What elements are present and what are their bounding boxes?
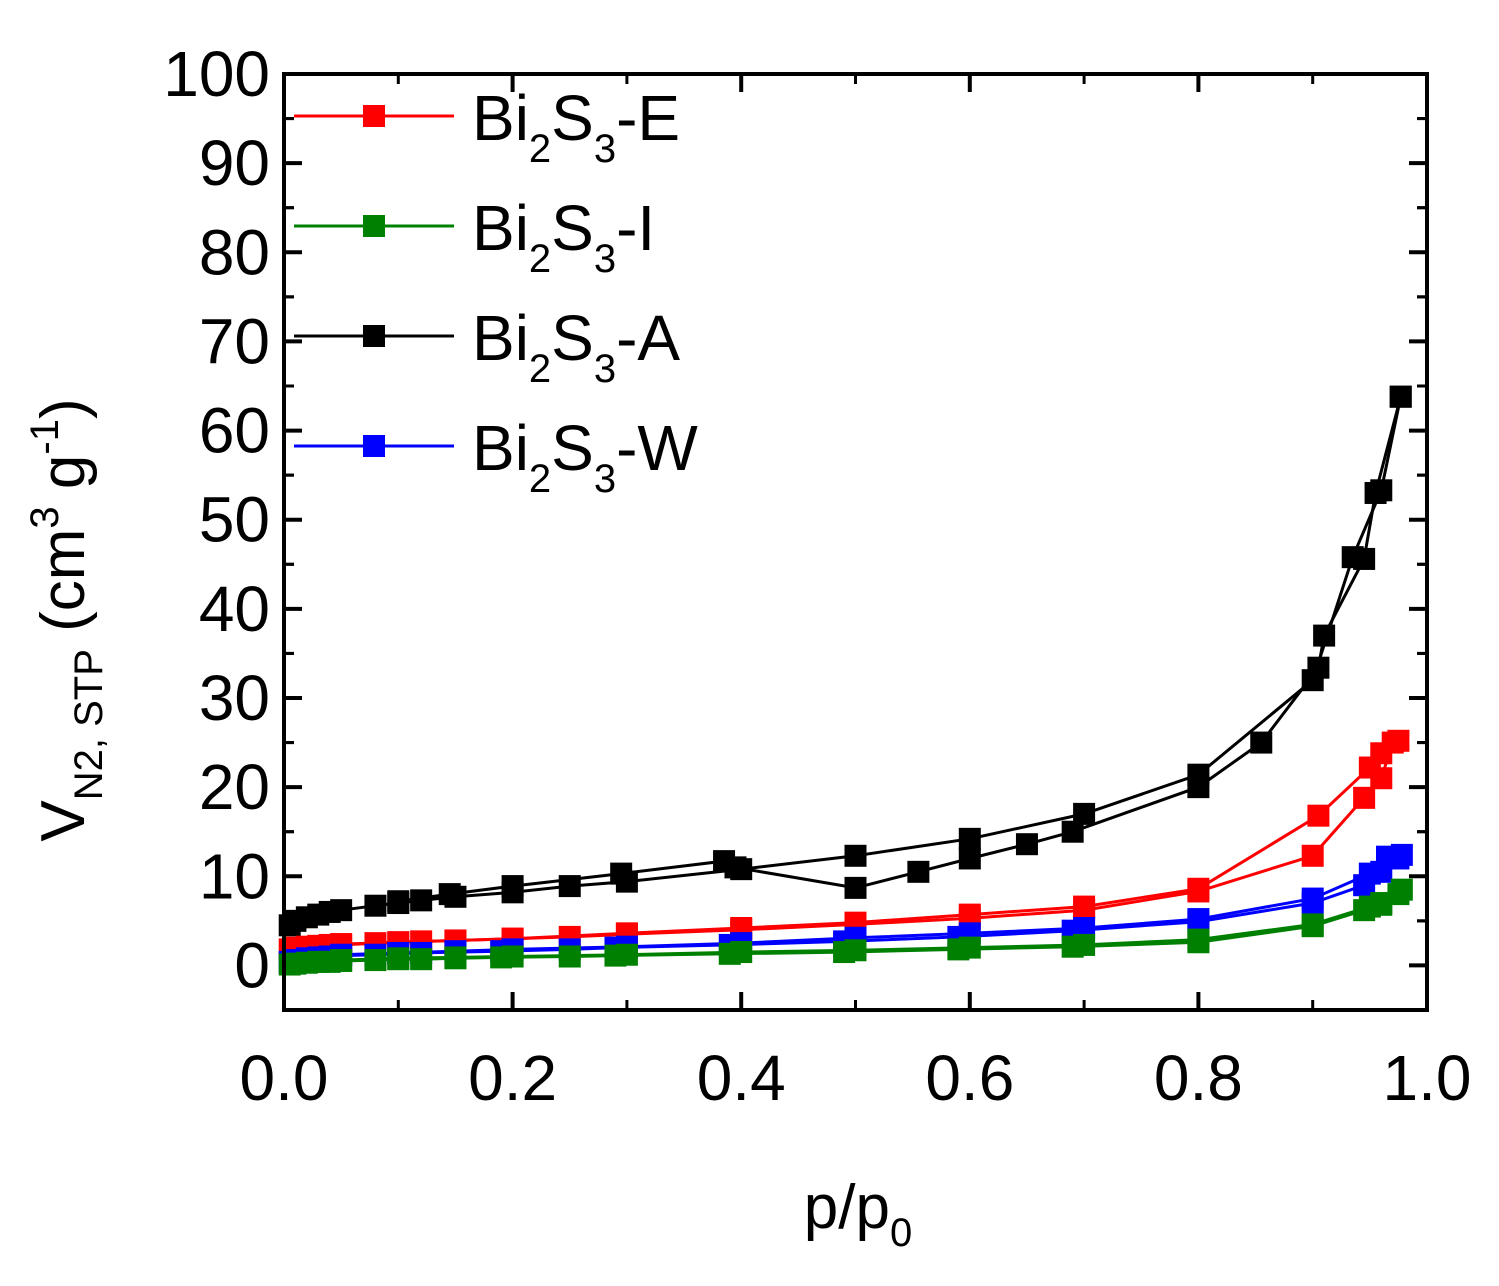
data-point <box>958 936 981 959</box>
y-tick-label: 60 <box>199 395 270 467</box>
x-tick-label: 1.0 <box>1383 1042 1472 1114</box>
data-point <box>1307 804 1330 827</box>
data-point <box>330 949 353 972</box>
data-point <box>1061 820 1084 843</box>
legend-label: Bi2S3-E <box>472 82 680 171</box>
legend-marker <box>363 435 385 457</box>
legend-marker <box>363 105 385 127</box>
x-tick-label: 0.6 <box>925 1042 1014 1114</box>
legend-item: Bi2S3-A <box>294 302 680 391</box>
data-point <box>501 945 524 968</box>
data-point <box>958 847 981 870</box>
y-tick-label: 20 <box>199 751 270 823</box>
data-point <box>1301 913 1324 936</box>
tick-layer <box>282 72 1429 1012</box>
data-point <box>907 860 930 883</box>
data-point <box>410 889 433 912</box>
data-point <box>1301 887 1324 910</box>
data-point <box>1358 895 1381 918</box>
legend: Bi2S3-E Bi2S3-I Bi2S3-A Bi2S3-W <box>294 82 698 501</box>
legend-label: Bi2S3-A <box>472 302 680 391</box>
y-tick-label: 10 <box>199 840 270 912</box>
legend-item: Bi2S3-W <box>294 412 698 501</box>
data-point <box>1073 802 1096 825</box>
y-tick-label: 30 <box>199 662 270 734</box>
data-point <box>1187 776 1210 799</box>
data-point <box>844 939 867 962</box>
data-point <box>1250 731 1273 754</box>
data-point <box>615 943 638 966</box>
data-point <box>438 883 461 906</box>
y-tick-label: 100 <box>163 38 270 110</box>
x-tick-label: 0.4 <box>697 1042 786 1114</box>
data-point <box>1364 481 1387 504</box>
data-point <box>387 890 410 913</box>
legend-label: Bi2S3-I <box>472 192 655 281</box>
data-point <box>1353 786 1376 809</box>
data-point <box>1358 862 1381 885</box>
tick-label-layer: 0 10 20 30 40 50 60 70 80 90 100 0.0 0.2 0.4 0.6 0.8 1.0 <box>163 38 1471 1114</box>
data-point <box>958 827 981 850</box>
series-line-desorption <box>398 396 1403 903</box>
data-point <box>330 899 353 922</box>
y-tick-label: 50 <box>199 484 270 556</box>
data-point <box>501 875 524 898</box>
data-point <box>1073 933 1096 956</box>
data-point <box>1353 547 1376 570</box>
data-point <box>1187 908 1210 931</box>
y-tick-label: 0 <box>234 929 270 1001</box>
data-point <box>844 876 867 899</box>
series-layer <box>278 385 1413 976</box>
data-point <box>364 894 387 917</box>
y-tick-label: 80 <box>199 216 270 288</box>
data-point <box>610 862 633 885</box>
legend-marker <box>363 215 385 237</box>
data-point <box>1389 385 1412 408</box>
data-point <box>1307 656 1330 679</box>
data-point <box>1358 756 1381 779</box>
data-point <box>1375 845 1398 868</box>
y-tick-label: 40 <box>199 573 270 645</box>
series-Bi2S3-A <box>278 385 1412 937</box>
x-axis-label: p/p0 <box>804 1173 912 1255</box>
legend-item: Bi2S3-E <box>294 82 680 171</box>
legend-marker <box>363 325 385 347</box>
data-point <box>1390 878 1413 901</box>
y-axis-label: VN2, STP (cm3 g-1) <box>23 398 111 841</box>
legend-item: Bi2S3-I <box>294 192 655 281</box>
data-point <box>1313 624 1336 647</box>
legend-label: Bi2S3-W <box>472 412 698 501</box>
data-point <box>958 903 981 926</box>
data-point <box>1387 729 1410 752</box>
y-tick-label: 90 <box>199 127 270 199</box>
data-point <box>444 946 467 969</box>
data-point <box>1301 844 1324 867</box>
data-point <box>1015 833 1038 856</box>
plot-frame <box>282 72 1429 1012</box>
data-point <box>1073 916 1096 939</box>
data-point <box>844 844 867 867</box>
data-point <box>1073 895 1096 918</box>
series-Bi2S3-I <box>278 878 1413 976</box>
series-Bi2S3-E <box>278 729 1410 961</box>
data-point <box>1187 877 1210 900</box>
data-point <box>1187 928 1210 951</box>
data-point <box>730 941 753 964</box>
data-point <box>387 947 410 970</box>
x-tick-label: 0.2 <box>468 1042 557 1114</box>
data-point <box>713 850 736 873</box>
y-tick-label: 70 <box>199 305 270 377</box>
x-tick-label: 0.0 <box>240 1042 329 1114</box>
x-tick-label: 0.8 <box>1154 1042 1243 1114</box>
